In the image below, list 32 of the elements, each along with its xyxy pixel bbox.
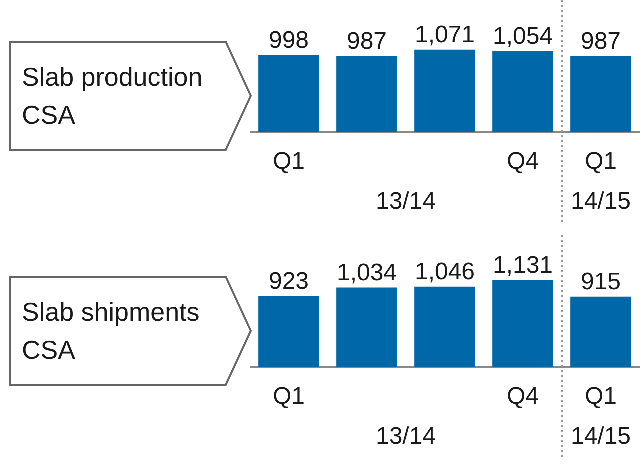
text: 14/15 <box>570 422 632 450</box>
bar <box>570 56 632 132</box>
x-tick-label: Q1 <box>272 383 306 410</box>
data-label: 1,034 <box>336 259 398 286</box>
x-tick-label: Q1 <box>584 383 618 410</box>
data-label: 915 <box>580 268 622 296</box>
data-label: 1,054 <box>492 22 554 50</box>
data-label: 998 <box>268 27 310 54</box>
bar <box>570 296 632 368</box>
text: 13/14 <box>376 422 436 450</box>
data-label: 1,071 <box>414 22 476 49</box>
text: 13/14 <box>376 188 436 215</box>
x-tick-label: Q1 <box>584 148 618 176</box>
bar <box>414 50 476 132</box>
data-label: 987 <box>580 28 622 55</box>
data-label: 1,046 <box>414 258 476 286</box>
bar <box>414 286 476 368</box>
bar <box>336 288 398 368</box>
bar <box>492 280 554 368</box>
x-tick-label: Q4 <box>506 148 540 176</box>
text: Slab shipments CSA <box>22 296 201 367</box>
data-label: 923 <box>268 268 310 295</box>
x-tick-label: Q1 <box>272 148 306 176</box>
bar <box>336 56 398 132</box>
data-label: 987 <box>346 28 388 55</box>
text: Slab production CSA <box>22 61 204 132</box>
bar <box>258 56 320 132</box>
text: 14/15 <box>570 188 632 215</box>
bar <box>258 296 320 368</box>
bar <box>492 51 554 132</box>
x-tick-label: Q4 <box>506 383 540 410</box>
data-label: 1,131 <box>492 252 554 279</box>
